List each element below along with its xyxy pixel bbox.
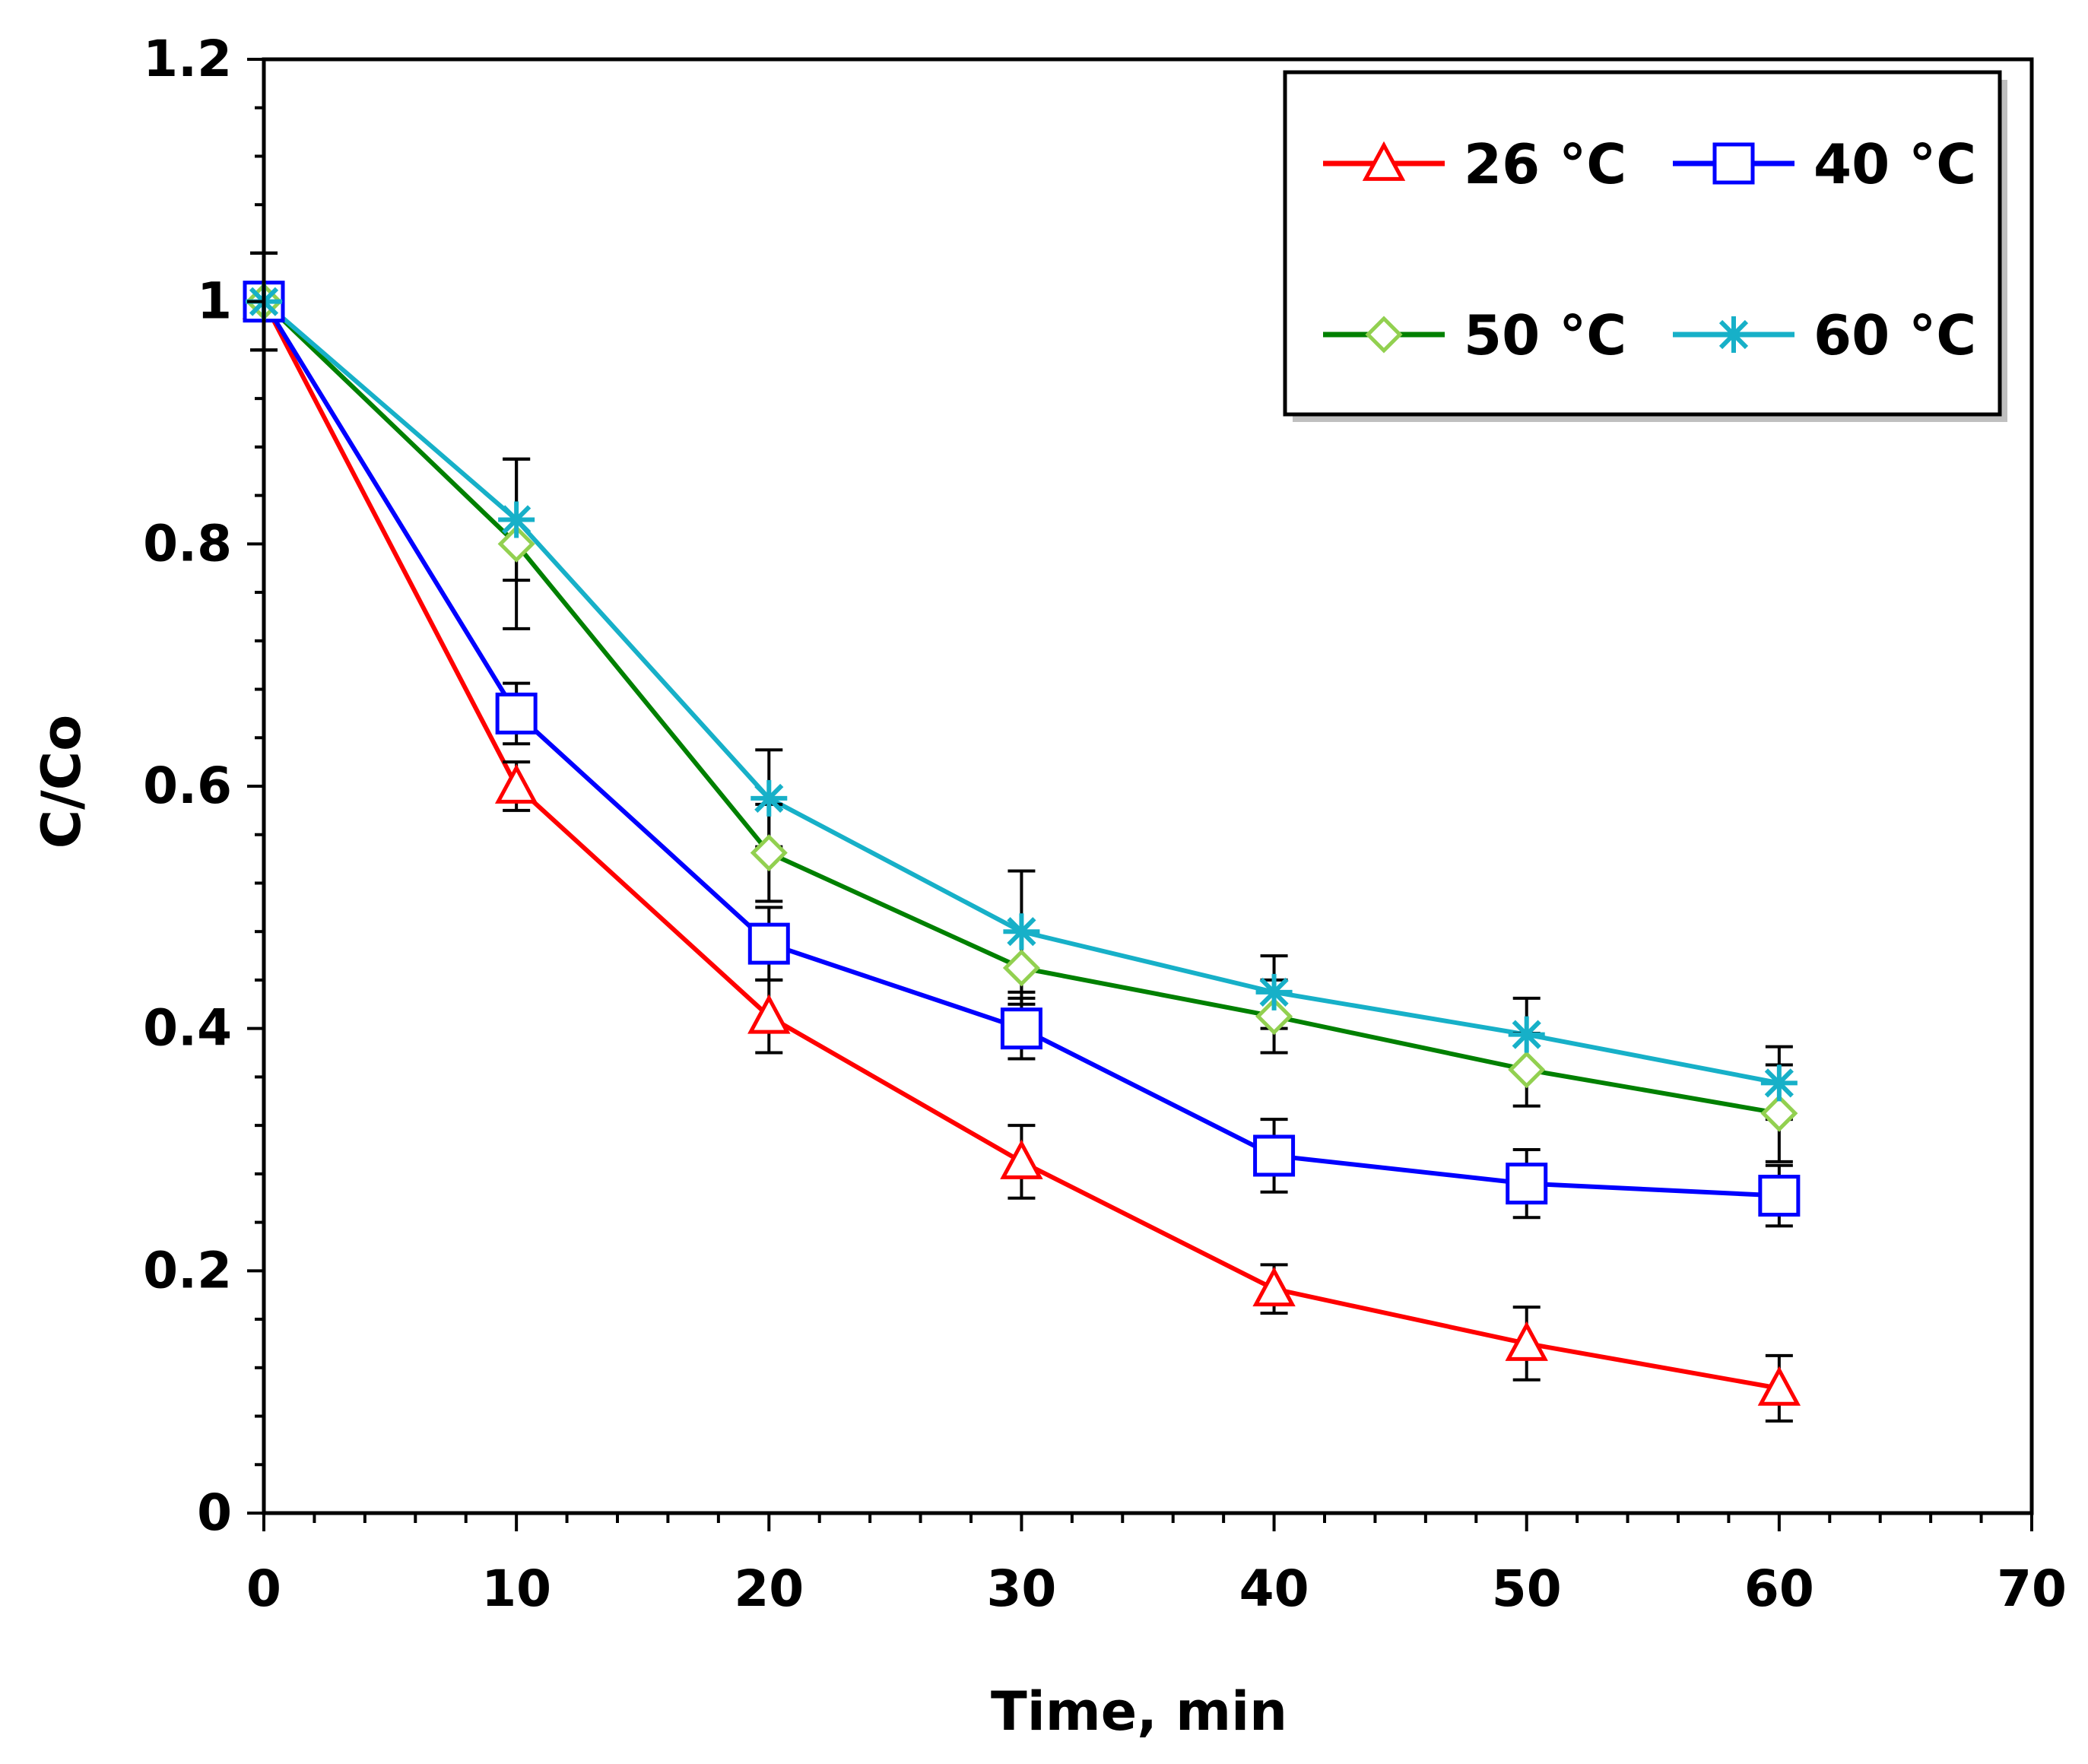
data-point [1506, 1163, 1548, 1205]
data-point [1253, 1134, 1296, 1177]
legend-label: 50 °C [1464, 303, 1626, 367]
y-tick-label: 0.4 [143, 999, 232, 1058]
data-point [497, 525, 535, 563]
data-point [747, 922, 790, 965]
data-point [1505, 1321, 1548, 1361]
data-point [494, 763, 538, 804]
data-point [1757, 1366, 1801, 1406]
plot-marks [242, 251, 1801, 1423]
data-point [1508, 1051, 1546, 1089]
x-tick-label: 40 [1239, 1559, 1309, 1618]
legend: 26 °C 40 °C 50 °C 60 °C [1283, 70, 2007, 422]
data-point [1758, 1175, 1801, 1217]
data-point [1508, 1016, 1545, 1053]
legend-label: 60 °C [1814, 303, 1976, 367]
data-point [495, 692, 538, 734]
x-tick-label: 50 [1492, 1559, 1562, 1618]
x-tick-label: 0 [246, 1559, 281, 1618]
legend-marker [1712, 142, 1755, 185]
y-tick-label: 1.2 [143, 30, 232, 88]
legend-label: 40 °C [1814, 132, 1976, 196]
legend-entry-1: 40 °C [1673, 132, 1976, 196]
data-point [1255, 973, 1293, 1010]
y-tick-label: 0.2 [143, 1241, 232, 1299]
data-point [750, 834, 788, 872]
data-point [1760, 1094, 1798, 1132]
data-point [1760, 1064, 1798, 1102]
axes: 0 0.2 0.4 0.6 0.8 1 1.2 0 10 20 30 40 50 60 70 [143, 30, 2067, 1618]
legend-marker [1365, 316, 1403, 354]
data-point [1002, 949, 1040, 987]
legend-entry-3: 60 °C [1673, 303, 1976, 367]
data-point [1000, 1007, 1042, 1050]
data-point [747, 994, 791, 1034]
x-tick-label: 70 [1997, 1559, 2067, 1618]
data-point [498, 501, 535, 538]
y-tick-label: 1 [197, 272, 232, 331]
data-point [1000, 1139, 1043, 1179]
legend-label: 26 °C [1464, 132, 1626, 196]
legend-box [1283, 70, 2002, 417]
data-point [1003, 913, 1040, 950]
y-axis-title: C/Co [30, 715, 93, 849]
x-axis-title: Time, min [991, 1680, 1287, 1743]
y-tick-label: 0.6 [143, 757, 232, 815]
data-point [750, 779, 788, 817]
legend-marker [1715, 316, 1752, 353]
data-point [1252, 1266, 1296, 1307]
data-point [1255, 998, 1293, 1036]
x-tick-label: 10 [481, 1559, 551, 1618]
legend-entry-0: 26 °C [1323, 132, 1626, 196]
x-tick-label: 20 [734, 1559, 804, 1618]
y-tick-label: 0 [197, 1483, 232, 1542]
legend-entry-2: 50 °C [1323, 303, 1626, 367]
x-tick-label: 30 [986, 1559, 1056, 1618]
x-tick-label: 60 [1744, 1559, 1814, 1618]
y-tick-label: 0.8 [143, 514, 232, 573]
legend-marker [1362, 141, 1406, 181]
